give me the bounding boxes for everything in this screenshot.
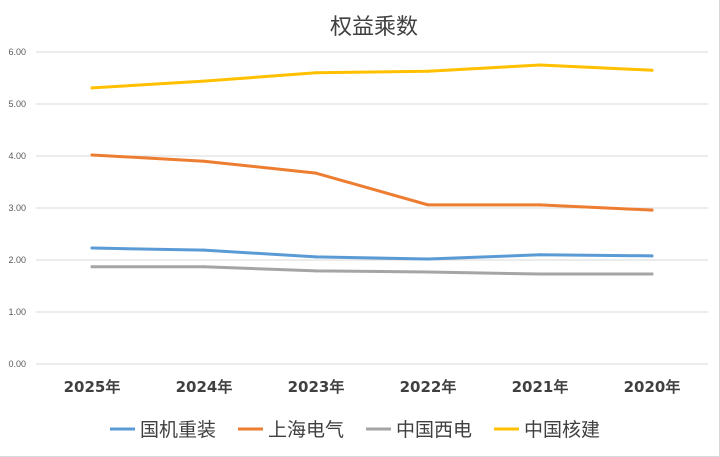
data-point bbox=[650, 272, 654, 276]
y-tick-label: 1.00 bbox=[8, 307, 26, 317]
data-point bbox=[426, 257, 430, 261]
data-point bbox=[202, 79, 206, 83]
data-point bbox=[90, 86, 94, 90]
legend-label: 国机重装 bbox=[140, 419, 216, 441]
series-line-1 bbox=[90, 153, 654, 212]
data-point bbox=[426, 270, 430, 274]
legend-item: 中国核建 bbox=[494, 419, 600, 441]
legend-item: 中国西电 bbox=[366, 419, 472, 441]
x-tick-label: 2023年 bbox=[288, 378, 345, 396]
data-point bbox=[202, 265, 206, 269]
y-tick-label: 2.00 bbox=[8, 255, 26, 265]
data-point bbox=[314, 71, 318, 75]
y-tick-label: 3.00 bbox=[8, 203, 26, 213]
series-line-2 bbox=[90, 265, 654, 276]
data-point bbox=[650, 254, 654, 258]
data-point bbox=[314, 255, 318, 259]
data-point bbox=[202, 248, 206, 252]
data-point bbox=[538, 272, 542, 276]
data-point bbox=[90, 265, 94, 269]
y-tick-label: 4.00 bbox=[8, 151, 26, 161]
legend-item: 上海电气 bbox=[238, 419, 344, 441]
y-tick-label: 0.00 bbox=[8, 359, 26, 369]
x-tick-label: 2024年 bbox=[176, 378, 233, 396]
data-point bbox=[90, 246, 94, 250]
data-point bbox=[538, 253, 542, 257]
data-point bbox=[426, 203, 430, 207]
x-tick-label: 2021年 bbox=[512, 378, 569, 396]
chart-title: 权益乘数 bbox=[330, 15, 418, 40]
legend-label: 上海电气 bbox=[268, 419, 344, 441]
y-tick-label: 6.00 bbox=[8, 47, 26, 57]
data-point bbox=[650, 68, 654, 72]
data-point bbox=[538, 63, 542, 67]
x-tick-label: 2022年 bbox=[400, 378, 457, 396]
legend-label: 中国核建 bbox=[524, 419, 600, 441]
x-tick-label: 2020年 bbox=[624, 378, 681, 396]
y-tick-label: 5.00 bbox=[8, 99, 26, 109]
legend-item: 国机重装 bbox=[110, 419, 216, 441]
data-point bbox=[202, 159, 206, 163]
data-point bbox=[314, 269, 318, 273]
legend-label: 中国西电 bbox=[396, 419, 472, 441]
data-point bbox=[314, 171, 318, 175]
data-point bbox=[90, 153, 94, 157]
series-line-0 bbox=[90, 246, 654, 261]
data-point bbox=[538, 203, 542, 207]
data-point bbox=[426, 69, 430, 73]
series-line-3 bbox=[90, 63, 654, 90]
data-point bbox=[650, 208, 654, 212]
x-tick-label: 2025年 bbox=[64, 378, 121, 396]
